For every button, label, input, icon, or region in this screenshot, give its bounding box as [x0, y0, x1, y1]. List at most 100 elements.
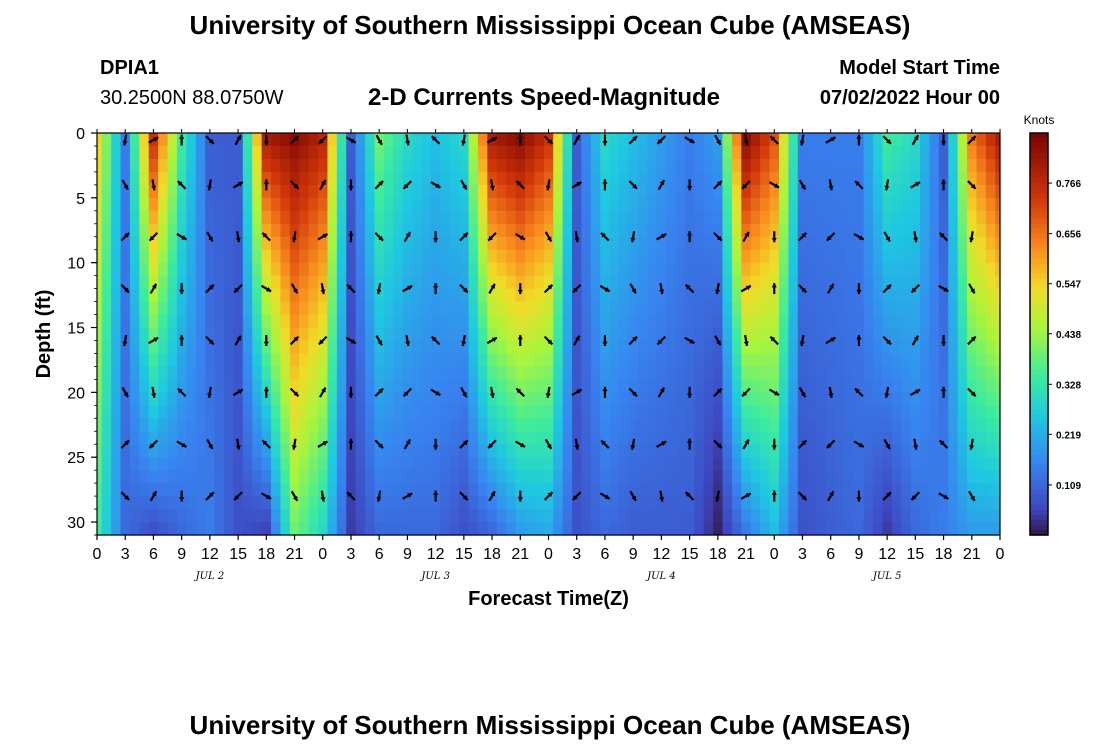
heatmap-cell [957, 184, 968, 199]
current-arrow [433, 283, 439, 295]
heatmap-cell [120, 340, 131, 355]
current-arrow [910, 388, 921, 397]
heatmap-cell [929, 197, 940, 212]
heatmap-cell [393, 457, 404, 471]
heatmap-cell [506, 379, 517, 393]
heatmap-cell [807, 483, 818, 497]
heatmap-cell [844, 236, 855, 251]
heatmap-cell [261, 444, 272, 458]
heatmap-cell [139, 133, 150, 147]
heatmap-cell [995, 366, 1000, 380]
heatmap-cell [835, 288, 846, 303]
heatmap-cell [487, 145, 498, 160]
heatmap-cell [656, 275, 667, 290]
heatmap-cell [402, 353, 413, 368]
heatmap-cell [412, 418, 423, 432]
heatmap-cell [797, 262, 808, 277]
heatmap-cell [365, 223, 376, 238]
heatmap-cell [619, 275, 630, 290]
current-arrow [771, 438, 777, 450]
heatmap-cell [195, 405, 206, 419]
heatmap-cell [223, 158, 234, 173]
heatmap-cell [223, 262, 234, 277]
heatmap-cell [713, 418, 724, 432]
heatmap-cell [938, 223, 949, 238]
heatmap-cell [496, 249, 507, 264]
heatmap-cell [223, 197, 234, 212]
heatmap-cell [252, 158, 263, 173]
heatmap-cell [731, 327, 742, 342]
heatmap-cell [167, 483, 178, 497]
heatmap-cell [496, 275, 507, 290]
heatmap-cell [280, 223, 291, 238]
heatmap-cell [459, 353, 470, 368]
heatmap-cell [731, 184, 742, 199]
heatmap-cell [666, 509, 677, 523]
heatmap-cell [694, 353, 705, 368]
heatmap-cell [506, 184, 517, 199]
heatmap-cell [637, 249, 648, 264]
heatmap-cell [205, 418, 216, 432]
heatmap-cell [233, 392, 244, 406]
heatmap-cell [769, 366, 780, 380]
heatmap-cell [449, 301, 460, 316]
heatmap-cell [647, 496, 658, 510]
heatmap-cell [261, 314, 272, 329]
heatmap-cell [101, 470, 112, 484]
heatmap-cell [271, 262, 282, 277]
heatmap-cell [581, 457, 592, 471]
heatmap-cell [167, 405, 178, 419]
current-arrow [826, 232, 836, 242]
heatmap-cell [186, 262, 197, 277]
heatmap-cell [816, 483, 827, 497]
current-arrow [120, 283, 130, 294]
heatmap-cell [713, 288, 724, 303]
heatmap-cell [562, 301, 573, 316]
heatmap-cell [383, 392, 394, 406]
current-arrow [317, 440, 329, 448]
heatmap-cell [929, 340, 940, 355]
heatmap-cell [299, 262, 310, 277]
heatmap-cell [205, 171, 216, 186]
heatmap-cell [666, 133, 677, 147]
heatmap-cell [891, 418, 902, 432]
x-tick-label: 0 [318, 546, 327, 563]
heatmap-cell [675, 301, 686, 316]
heatmap-cell [854, 405, 865, 419]
heatmap-cell [120, 353, 131, 368]
heatmap-cell [929, 301, 940, 316]
heatmap-cell [882, 418, 893, 432]
heatmap-cell [412, 288, 423, 303]
heatmap-cell [609, 418, 620, 432]
heatmap-cell [252, 522, 263, 536]
heatmap-cell [694, 509, 705, 523]
heatmap-cell [289, 158, 300, 173]
heatmap-cell [223, 223, 234, 238]
heatmap-cell [807, 353, 818, 368]
heatmap-cell [873, 457, 884, 471]
current-arrow [630, 438, 636, 450]
heatmap-cell [731, 470, 742, 484]
heatmap-cell [543, 470, 554, 484]
heatmap-cell [778, 171, 789, 186]
current-arrow [769, 135, 779, 145]
heatmap-cell [506, 509, 517, 523]
heatmap-cell [920, 236, 931, 251]
heatmap-cell [468, 431, 479, 445]
heatmap-cell [487, 496, 498, 510]
current-arrow [487, 232, 497, 242]
heatmap-cell [863, 444, 874, 458]
heatmap-cell [195, 223, 206, 238]
heatmap-cell [534, 522, 545, 536]
heatmap-cell [440, 444, 451, 458]
heatmap-cell [628, 210, 639, 225]
footer-title: University of Southern Mississippi Ocean… [189, 710, 911, 740]
heatmap-cell [713, 353, 724, 368]
heatmap-cell [393, 133, 404, 147]
heatmap-cell [769, 496, 780, 510]
heatmap-cell [289, 366, 300, 380]
heatmap-cell [666, 340, 677, 355]
heatmap-cell [186, 288, 197, 303]
heatmap-cell [948, 145, 959, 160]
heatmap-cell [412, 509, 423, 523]
